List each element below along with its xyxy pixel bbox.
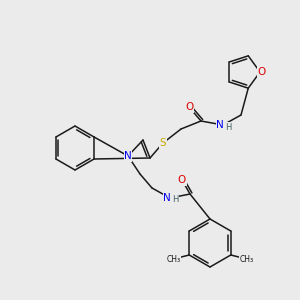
Text: O: O <box>185 102 193 112</box>
Text: H: H <box>225 122 231 131</box>
Text: H: H <box>172 196 178 205</box>
Text: N: N <box>163 193 171 203</box>
Text: O: O <box>178 175 186 185</box>
Text: CH₃: CH₃ <box>240 254 254 263</box>
Text: S: S <box>160 138 166 148</box>
Text: N: N <box>216 120 224 130</box>
Text: O: O <box>258 67 266 77</box>
Text: N: N <box>124 151 132 161</box>
Text: CH₃: CH₃ <box>166 254 180 263</box>
